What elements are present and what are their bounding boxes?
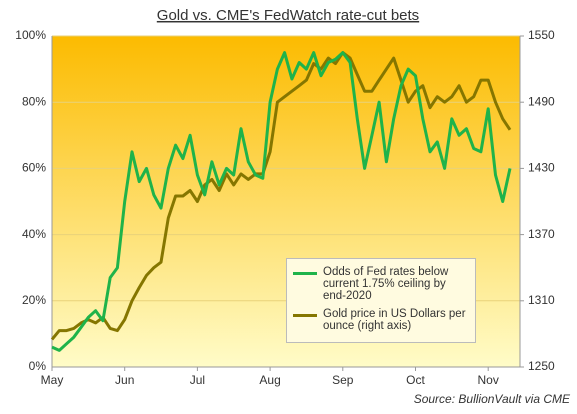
legend-label: Odds of Fed rates below current 1.75% ce… xyxy=(323,266,449,302)
x-tick-label: Sep xyxy=(332,373,354,387)
x-tick-label: Oct xyxy=(406,373,425,387)
y-tick-label: 60% xyxy=(22,161,46,175)
x-tick-label: Nov xyxy=(478,373,499,387)
source: Source: BullionVault via CME xyxy=(414,392,571,406)
x-tick-label: Jul xyxy=(190,373,205,387)
series-line xyxy=(51,51,512,352)
y2-tick-label: 1430 xyxy=(528,161,555,175)
legend-swatch xyxy=(293,272,317,275)
y-tick-label: 40% xyxy=(22,227,46,241)
y-tick-label: 100% xyxy=(15,28,46,42)
y-tick-label: 80% xyxy=(22,94,46,108)
y2-tick-label: 1250 xyxy=(528,359,555,373)
legend-label: Gold price in US Dollars per ounce (righ… xyxy=(323,308,466,332)
y2-tick-label: 1550 xyxy=(528,28,555,42)
y2-tick-label: 1490 xyxy=(528,94,555,108)
x-tick-label: Jun xyxy=(115,373,134,387)
legend: Odds of Fed rates below current 1.75% ce… xyxy=(286,258,476,343)
y-tick-label: 20% xyxy=(22,293,46,307)
y2-tick-label: 1310 xyxy=(528,293,555,307)
series-line xyxy=(50,51,512,341)
y2-tick-label: 1370 xyxy=(528,227,555,241)
legend-item: Gold price in US Dollars per ounce (righ… xyxy=(293,308,471,332)
chart-title: Gold vs. CME's FedWatch rate-cut bets xyxy=(157,7,419,24)
x-tick-label: May xyxy=(41,373,64,387)
legend-swatch xyxy=(293,314,317,317)
y-tick-label: 0% xyxy=(29,359,47,373)
legend-item: Odds of Fed rates below current 1.75% ce… xyxy=(293,266,471,302)
x-tick-label: Aug xyxy=(259,373,280,387)
